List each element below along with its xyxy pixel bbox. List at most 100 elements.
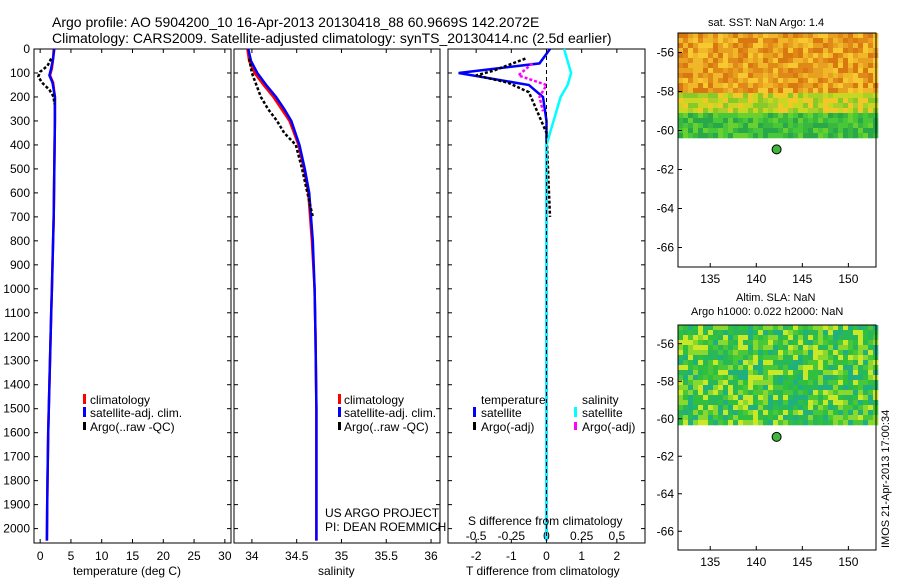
heatmap-cell	[723, 360, 729, 366]
heatmap-cell	[738, 370, 744, 376]
heatmap-cell	[748, 83, 754, 89]
heatmap-cell	[833, 48, 839, 54]
heatmap-cell	[813, 48, 819, 54]
heatmap-cell	[723, 83, 729, 89]
heatmap-cell	[743, 395, 749, 401]
heatmap-cell	[818, 88, 824, 94]
heatmap-cell	[808, 395, 814, 401]
heatmap-cell	[773, 58, 779, 64]
heatmap-cell	[693, 103, 699, 109]
heatmap-cell	[828, 68, 834, 74]
heatmap-cell	[693, 380, 699, 386]
heatmap-cell	[683, 83, 689, 89]
heatmap-cell	[848, 405, 854, 411]
heatmap-cell	[738, 350, 744, 356]
heatmap-cell	[838, 88, 844, 94]
heatmap-cell	[773, 395, 779, 401]
heatmap-cell	[738, 405, 744, 411]
heatmap-cell	[773, 103, 779, 109]
heatmap-cell	[838, 128, 844, 134]
heatmap-cell	[778, 63, 784, 69]
heatmap-cell	[868, 325, 874, 331]
heatmap-cell	[813, 93, 819, 99]
heatmap-cell	[773, 43, 779, 49]
heatmap-cell	[708, 38, 714, 44]
heatmap-cell	[688, 63, 694, 69]
heatmap-cell	[813, 58, 819, 64]
heatmap-cell	[853, 385, 859, 391]
heatmap-cell	[698, 53, 704, 59]
heatmap-cell	[793, 410, 799, 416]
heatmap-cell	[808, 78, 814, 84]
heatmap-cell	[743, 350, 749, 356]
heatmap-cell	[718, 350, 724, 356]
heatmap-cell	[863, 335, 869, 341]
heatmap-cell	[823, 118, 829, 124]
heatmap-cell	[703, 48, 709, 54]
heatmap-cell	[863, 380, 869, 386]
heatmap-cell	[753, 63, 759, 69]
heatmap-cell	[758, 385, 764, 391]
heatmap-cell	[823, 93, 829, 99]
heatmap-cell	[718, 83, 724, 89]
heatmap-cell	[823, 68, 829, 74]
heatmap-cell	[808, 405, 814, 411]
heatmap-cell	[678, 48, 684, 54]
heatmap-cell	[743, 345, 749, 351]
heatmap-cell	[688, 355, 694, 361]
heatmap-cell	[733, 58, 739, 64]
heatmap-cell	[753, 335, 759, 341]
heatmap-cell	[813, 340, 819, 346]
heatmap-cell	[778, 78, 784, 84]
heatmap-cell	[808, 420, 814, 426]
heatmap-cell	[708, 375, 714, 381]
heatmap-cell	[853, 375, 859, 381]
heatmap-cell	[808, 400, 814, 406]
heatmap-cell	[738, 380, 744, 386]
heatmap-cell	[768, 325, 774, 331]
salinity-panel: 34 34.5 35 35.5 36 salinity climatology sate…	[233, 48, 446, 578]
heatmap-cell	[808, 335, 814, 341]
heatmap-cell	[713, 73, 719, 79]
heatmap-cell	[848, 380, 854, 386]
heatmap-cell	[778, 370, 784, 376]
heatmap-cell	[783, 380, 789, 386]
heatmap-cell	[758, 118, 764, 124]
legend-swatch-satellite	[83, 407, 86, 417]
heatmap-cell	[788, 345, 794, 351]
heatmap-cell	[848, 325, 854, 331]
heatmap-cell	[678, 340, 684, 346]
heatmap-cell	[863, 33, 869, 39]
heatmap-cell	[758, 73, 764, 79]
heatmap-cell	[678, 375, 684, 381]
heatmap-cell	[748, 68, 754, 74]
heatmap-cell	[748, 345, 754, 351]
y-tick-label: -66	[657, 241, 675, 255]
heatmap-cell	[698, 360, 704, 366]
heatmap-cell	[723, 123, 729, 129]
heatmap-cell	[683, 68, 689, 74]
heatmap-cell	[728, 103, 734, 109]
heatmap-cell	[818, 58, 824, 64]
heatmap-cell	[848, 340, 854, 346]
y-tick-label: 1500	[3, 402, 30, 416]
heatmap-cell	[763, 405, 769, 411]
heatmap-cell	[788, 78, 794, 84]
y-tick-label: 600	[10, 186, 30, 200]
heatmap-cell	[858, 350, 864, 356]
heatmap-cell	[853, 113, 859, 119]
heatmap-cell	[703, 325, 709, 331]
heatmap-cell	[723, 113, 729, 119]
heatmap-cell	[853, 93, 859, 99]
heatmap-cell	[808, 410, 814, 416]
heatmap-cell	[808, 355, 814, 361]
x-tick-label: 145	[792, 555, 812, 569]
heatmap-cell	[723, 43, 729, 49]
heatmap-cell	[683, 48, 689, 54]
heatmap-cell	[743, 390, 749, 396]
series-line-argo	[36, 58, 56, 105]
heatmap-cell	[793, 128, 799, 134]
heatmap-cell	[778, 53, 784, 59]
heatmap-cell	[868, 113, 874, 119]
heatmap-cell	[723, 118, 729, 124]
